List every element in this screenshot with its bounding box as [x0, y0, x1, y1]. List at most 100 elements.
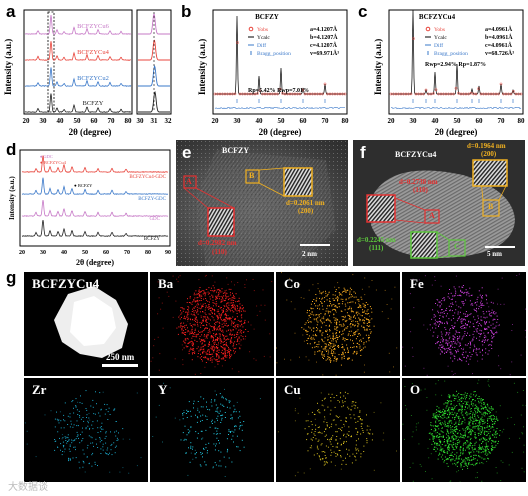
- eds-dot: [475, 302, 477, 303]
- eds-dot: [189, 349, 191, 351]
- eds-map-cu: Cu: [276, 378, 400, 482]
- eds-dot: [198, 411, 200, 413]
- eds-noise-dot: [161, 302, 163, 304]
- eds-dot: [365, 318, 367, 320]
- eds-dot: [100, 431, 102, 433]
- eds-dot: [329, 343, 331, 344]
- eds-dot: [442, 448, 444, 450]
- eds-dot: [335, 453, 337, 454]
- eds-map-o-label: O: [410, 382, 421, 397]
- eds-noise-dot: [454, 373, 456, 375]
- a-label-1: BCFZYCu4: [77, 49, 110, 56]
- eds-dot: [466, 458, 468, 460]
- eds-dot: [82, 427, 83, 429]
- eds-dot: [325, 295, 327, 297]
- eds-dot: [327, 336, 329, 338]
- eds-noise-dot: [308, 289, 310, 291]
- a-label-3: BCFZY: [83, 100, 104, 107]
- eds-noise-dot: [463, 347, 465, 349]
- eds-dot: [331, 304, 333, 306]
- eds-dot: [460, 397, 462, 399]
- eds-dot: [351, 435, 352, 437]
- eds-dot: [222, 358, 224, 360]
- eds-dot: [465, 404, 467, 406]
- panel-e-hkl-b: (200): [298, 207, 314, 215]
- b-yobs-point: [301, 88, 304, 92]
- eds-dot: [181, 328, 183, 329]
- eds-dot: [448, 437, 450, 439]
- eds-noise-dot: [311, 447, 313, 449]
- eds-noise-dot: [188, 313, 190, 315]
- eds-noise-dot: [426, 397, 428, 398]
- eds-dot: [324, 301, 325, 303]
- eds-dot: [443, 313, 445, 314]
- eds-dot: [216, 333, 218, 335]
- eds-noise-dot: [386, 304, 388, 305]
- eds-dot: [435, 421, 436, 423]
- eds-dot: [467, 436, 469, 438]
- eds-dot: [63, 446, 64, 448]
- eds-dot: [365, 334, 367, 336]
- eds-noise-dot: [495, 467, 497, 468]
- eds-noise-dot: [240, 344, 242, 346]
- eds-dot: [238, 411, 240, 413]
- eds-noise-dot: [524, 329, 526, 331]
- eds-dot: [450, 453, 452, 455]
- eds-noise-dot: [335, 374, 337, 376]
- eds-dot: [322, 291, 324, 293]
- eds-dot: [237, 340, 239, 342]
- eds-dot: [224, 318, 226, 320]
- eds-dot: [448, 318, 450, 320]
- eds-dot: [496, 332, 498, 334]
- eds-dot: [210, 357, 212, 359]
- eds-dot: [448, 458, 450, 460]
- eds-dot: [327, 446, 329, 448]
- eds-dot: [371, 311, 373, 313]
- eds-dot: [372, 433, 374, 435]
- eds-dot: [209, 292, 210, 294]
- eds-dot: [116, 437, 118, 439]
- eds-dot: [494, 418, 495, 420]
- eds-dot: [223, 406, 225, 407]
- eds-dot: [194, 453, 196, 455]
- eds-dot: [220, 314, 222, 315]
- eds-dot: [484, 340, 486, 342]
- eds-dot: [213, 346, 215, 347]
- eds-dot: [336, 436, 338, 437]
- eds-dot: [490, 427, 492, 429]
- eds-dot: [340, 444, 342, 446]
- eds-dot: [227, 317, 229, 319]
- eds-dot: [218, 355, 220, 357]
- eds-dot: [91, 437, 93, 439]
- eds-dot: [360, 355, 362, 356]
- eds-noise-dot: [216, 410, 218, 412]
- eds-dot: [212, 299, 214, 301]
- eds-dot: [428, 432, 430, 434]
- eds-dot: [85, 427, 87, 429]
- eds-dot: [484, 430, 486, 432]
- eds-dot: [359, 345, 361, 347]
- eds-dot: [329, 303, 331, 305]
- eds-dot: [483, 342, 485, 343]
- eds-dot: [54, 439, 56, 440]
- eds-noise-dot: [334, 465, 336, 467]
- eds-dot: [464, 331, 466, 332]
- eds-noise-dot: [431, 478, 433, 480]
- eds-dot: [317, 440, 319, 442]
- eds-dot: [208, 344, 210, 346]
- eds-dot: [224, 412, 226, 413]
- b-xtick-3: 50: [278, 117, 286, 125]
- eds-dot: [354, 351, 356, 353]
- eds-dot: [216, 417, 218, 419]
- eds-noise-dot: [453, 404, 455, 406]
- eds-dot: [473, 457, 474, 459]
- eds-dot: [456, 390, 457, 392]
- eds-dot: [475, 411, 477, 413]
- eds-dot: [476, 354, 478, 356]
- eds-dot: [217, 295, 219, 297]
- eds-dot: [442, 431, 444, 433]
- eds-dot: [346, 433, 348, 435]
- eds-dot: [459, 316, 460, 318]
- eds-map-o-dots: [402, 379, 526, 482]
- panel-g-letter: g: [6, 268, 17, 287]
